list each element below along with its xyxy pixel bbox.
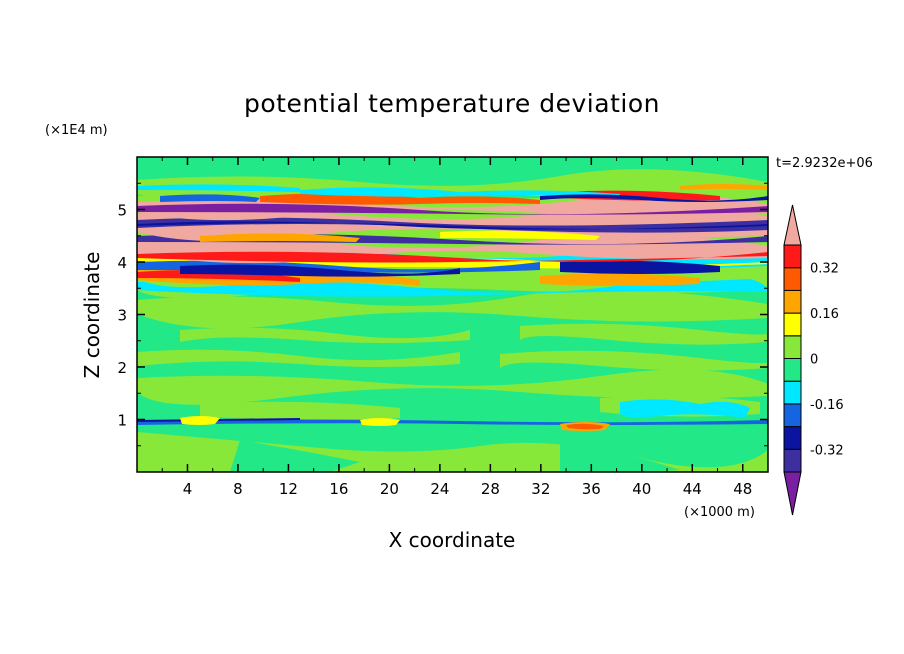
contour-band [137,203,768,215]
colorbar-upper-extension [783,204,802,246]
contour-band [200,401,400,421]
x-tick-label: 24 [430,480,449,498]
y-tick-label: 1 [117,412,127,430]
contour-band [620,399,750,418]
contour-band [137,184,300,192]
y-tick-label: 5 [117,202,127,220]
x-axis-unit: (×1000 m) [684,505,755,520]
y-axis-label: Z coordinate [80,252,104,379]
contour-band [360,418,400,426]
contour-band [137,289,768,329]
contour-band [137,419,768,425]
chart-title: potential temperature deviation [244,89,660,118]
time-label: t=2.9232e+06 [776,156,873,171]
x-tick-label: 4 [183,480,193,498]
contour-band [300,187,620,197]
x-tick-label: 12 [279,480,298,498]
contour-band [440,230,600,240]
contour-band [566,423,604,430]
contour-band [680,184,768,190]
colorbar-swatch [783,267,802,291]
contour-band [520,323,768,345]
x-tick-label: 32 [531,480,550,498]
contour-band [137,221,768,230]
y-axis: 1 2 3 4 5 [117,182,768,447]
x-tick-label: 36 [582,480,601,498]
contour-band [540,273,700,286]
contour-band [180,264,460,277]
colorbar-tick-label: 0.16 [810,307,839,322]
y-tick-label: 3 [117,307,127,325]
y-tick-label: 4 [117,254,127,272]
contour-band [137,349,460,367]
contour-plot-area [136,156,769,473]
contour-band [560,442,680,472]
contour-band [180,327,470,343]
colorbar-swatch [783,380,802,405]
contour-band [540,194,768,202]
x-axis-label: X coordinate [389,528,516,552]
x-tick-label: 16 [329,480,348,498]
contour-band [180,416,220,425]
contour-band [137,270,300,282]
contour-band [137,418,300,422]
colorbar-swatch [783,426,802,450]
x-tick-label: 8 [233,480,243,498]
x-tick-label: 40 [632,480,651,498]
colorbar-swatch [783,448,802,473]
contour-band [560,260,720,274]
colorbar-tick-label: 0.32 [810,262,839,277]
contour-band [230,440,360,472]
y-tick-label: 2 [117,359,127,377]
colorbar-tick-label: -0.16 [810,398,844,413]
x-tick-label: 44 [683,480,702,498]
x-tick-label: 20 [380,480,399,498]
colorbar-tick-label: -0.32 [810,443,844,458]
contour-band [137,369,768,405]
contour-band [137,274,768,297]
x-tick-label: 48 [733,480,752,498]
colorbar-swatch [783,312,802,337]
y-axis-unit: (×1E4 m) [45,123,108,138]
x-axis: 4 8 12 16 20 24 28 32 36 40 44 48 [161,157,752,498]
contour-band [160,194,260,202]
x-tick-label: 28 [481,480,500,498]
contour-band [260,193,540,205]
colorbar-swatch [783,358,802,382]
contour-band [500,350,768,371]
contour-band [200,233,360,242]
colorbar-swatch [783,289,802,314]
colorbar-tick-label: 0 [810,353,818,368]
colorbar-lower-extension [783,471,802,516]
colorbar-swatch [783,335,802,359]
colorbar: 0.32 0.16 0 -0.16 -0.32 [783,204,844,516]
colorbar-swatch [783,403,802,428]
contour-band [137,251,768,263]
colorbar-swatch [783,244,802,269]
contour-band [137,217,768,233]
